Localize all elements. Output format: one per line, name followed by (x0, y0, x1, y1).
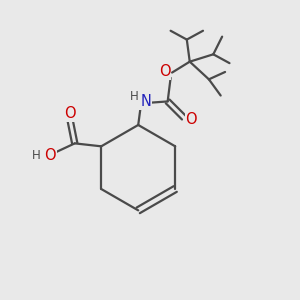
Text: O: O (44, 148, 56, 163)
Text: H: H (32, 149, 41, 162)
Text: O: O (185, 112, 197, 127)
Text: O: O (159, 64, 170, 79)
Text: N: N (140, 94, 151, 109)
Text: H: H (129, 90, 138, 103)
Text: O: O (64, 106, 76, 122)
